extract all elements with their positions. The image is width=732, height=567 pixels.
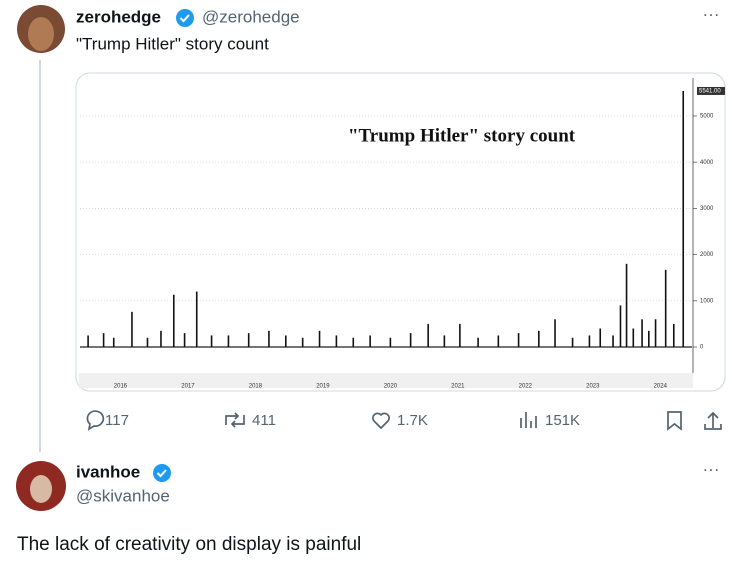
image-frame	[75, 72, 726, 392]
bar	[554, 319, 556, 347]
author-name[interactable]: zerohedge	[76, 7, 161, 26]
bar	[318, 330, 321, 347]
repost-icon[interactable]	[225, 412, 245, 428]
bar	[443, 335, 446, 347]
bar	[389, 337, 392, 347]
bar	[131, 311, 133, 347]
x-tick-label: 2016	[114, 384, 128, 390]
reply-avatar-face	[30, 475, 52, 503]
bookmark-icon[interactable]	[667, 411, 682, 431]
bar	[648, 330, 650, 347]
bar	[664, 269, 667, 347]
post-text: "Trump Hitler" story count	[76, 34, 269, 53]
y-tick-label: 2000	[700, 252, 714, 258]
y-tick-label: 4000	[700, 160, 714, 166]
bar	[588, 335, 591, 347]
view-count[interactable]: 151K	[545, 412, 580, 429]
reply-author-handle[interactable]: @skivanhoe	[76, 486, 170, 505]
bar	[160, 330, 162, 347]
x-tick-label: 2024	[654, 384, 668, 390]
bar	[102, 333, 105, 347]
x-tick-label: 2021	[451, 384, 465, 390]
bar	[210, 335, 213, 347]
bar	[477, 337, 479, 347]
y-tick-label: 5000	[700, 114, 714, 120]
bar	[459, 323, 461, 347]
y-tick-label: 1000	[700, 298, 714, 304]
bar	[112, 337, 115, 347]
bar	[427, 323, 429, 347]
bar	[352, 337, 355, 347]
bar	[497, 335, 500, 347]
bar	[172, 294, 175, 347]
bar	[682, 90, 685, 347]
avatar-figure	[28, 17, 54, 51]
bar	[247, 333, 250, 347]
x-tick-label: 2020	[384, 384, 398, 390]
more-button[interactable]: ···	[703, 4, 720, 23]
bar	[301, 337, 304, 347]
bar	[284, 335, 287, 347]
bar	[571, 337, 574, 347]
bar	[227, 335, 230, 347]
chart-title: "Trump Hitler" story count	[348, 125, 576, 146]
bar	[672, 323, 675, 347]
bar	[517, 333, 520, 347]
reply-text: The lack of creativity on display is pai…	[17, 534, 361, 555]
bar	[619, 305, 622, 347]
x-tick-label: 2017	[181, 384, 195, 390]
y-tick-label: 0	[700, 345, 704, 351]
x-tick-label: 2019	[316, 384, 330, 390]
bar	[632, 328, 635, 347]
bar	[268, 330, 270, 347]
y-tick-label: 3000	[700, 206, 714, 212]
bar	[195, 291, 198, 347]
author-handle[interactable]: @zerohedge	[202, 7, 300, 26]
reply-count[interactable]: 117	[105, 412, 129, 429]
verified-badge	[153, 464, 171, 482]
like-count[interactable]: 1.7K	[397, 412, 428, 429]
reply-author-name[interactable]: ivanhoe	[76, 462, 140, 481]
bar	[87, 335, 89, 347]
x-tick-label: 2018	[249, 384, 263, 390]
repost-count[interactable]: 411	[252, 412, 276, 429]
last-value-label: 5541.00	[699, 89, 721, 95]
bar	[625, 263, 628, 347]
bar	[599, 328, 602, 347]
bar	[612, 335, 614, 347]
bar	[183, 333, 186, 347]
x-axis-strip	[79, 373, 693, 388]
bar	[654, 319, 657, 347]
bar	[335, 335, 338, 347]
chart-image[interactable]: "Trump Hitler" story count 0 1000 2000 3000…	[75, 72, 726, 392]
last-value-box	[697, 86, 725, 95]
x-tick-label: 2022	[519, 384, 533, 390]
bar	[641, 319, 643, 347]
views-icon[interactable]	[520, 412, 537, 428]
bar	[146, 337, 149, 347]
more-button[interactable]: ···	[703, 459, 720, 478]
x-tick-label: 2023	[586, 384, 600, 390]
verified-badge	[176, 9, 194, 27]
bar	[409, 333, 412, 347]
bar	[538, 330, 540, 347]
reply-icon[interactable]	[86, 410, 105, 431]
bar	[369, 335, 371, 347]
like-icon[interactable]	[372, 412, 390, 430]
share-icon[interactable]	[704, 411, 722, 430]
action-bar: 117 411 1.7K 151K	[86, 410, 722, 431]
